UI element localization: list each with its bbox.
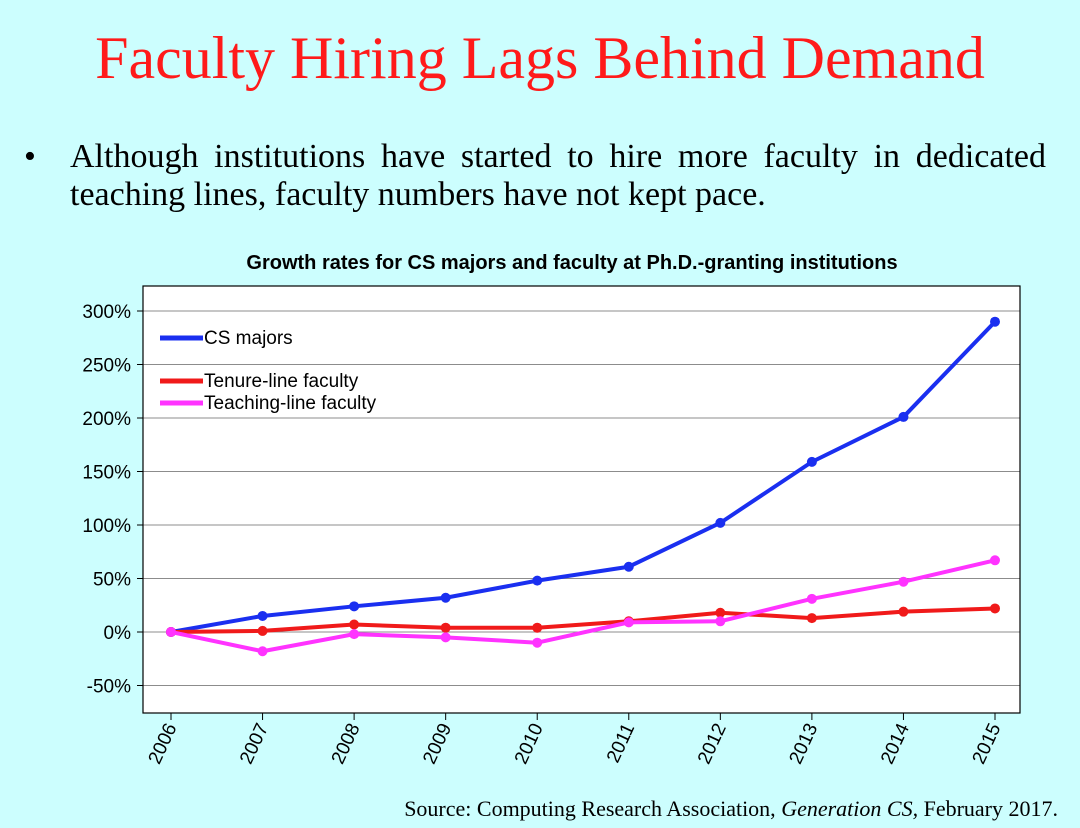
x-tick-label: 2012 [694,720,731,767]
x-tick-label: 2006 [145,720,182,767]
y-tick-label: 50% [93,570,131,591]
series-line [170,606,996,634]
x-tick-label: 2014 [877,720,914,768]
y-tick-label: 250% [82,356,131,377]
data-point [898,606,909,617]
data-point [898,411,909,422]
x-tick-label: 2011 [603,720,639,766]
data-point [532,622,543,633]
y-tick-label: 100% [82,516,131,537]
x-tick-label: 2015 [969,720,1006,767]
legend-label: Teaching-line faculty [204,393,377,414]
data-point [532,637,543,648]
data-point [440,592,451,603]
source-publication: Generation CS, [781,796,919,821]
data-point [440,622,451,633]
bullet-text: Although institutions have started to hi… [70,138,1046,213]
data-point [623,617,634,628]
y-tick-label: 150% [82,463,131,484]
plot-area [143,286,1020,713]
slide-title: Faculty Hiring Lags Behind Demand [95,25,985,91]
data-point [990,316,1000,327]
series-line [170,320,997,634]
x-tick-label: 2007 [236,720,273,767]
legend-label: CS majors [204,328,293,349]
data-point [715,607,726,618]
x-tick-label: 2013 [786,720,823,767]
data-point [990,603,1000,614]
data-point [349,601,360,612]
data-point [990,555,1000,566]
data-point [806,456,817,467]
source-date: February 2017. [918,796,1058,821]
data-point [349,619,360,630]
data-point [898,576,909,587]
data-point [257,610,268,621]
data-point [715,616,726,627]
data-point [715,517,726,528]
y-tick-label: 300% [82,302,131,323]
data-point [440,632,451,643]
data-point [806,593,817,604]
x-tick-label: 2010 [511,720,548,767]
data-point [257,646,268,657]
plot-frame [142,285,1021,714]
legend-label: Tenure-line faculty [204,371,359,392]
source-citation: Source: Computing Research Association, … [404,796,1058,822]
source-prefix: Source: Computing Research Association, [404,796,782,821]
series-line [170,558,996,654]
data-point [806,613,817,624]
y-tick-label: 200% [82,409,131,430]
y-tick-label: 0% [104,623,132,644]
data-point [349,629,360,640]
data-point [166,627,176,637]
data-point [623,561,634,572]
data-point [532,575,543,586]
x-tick-label: 2009 [419,720,456,767]
y-tick-label: -50% [87,677,131,698]
data-point [257,625,268,636]
bullet-dot-icon: • [24,138,36,175]
chart-title: Growth rates for CS majors and faculty a… [246,252,898,274]
x-tick-label: 2008 [328,720,365,767]
